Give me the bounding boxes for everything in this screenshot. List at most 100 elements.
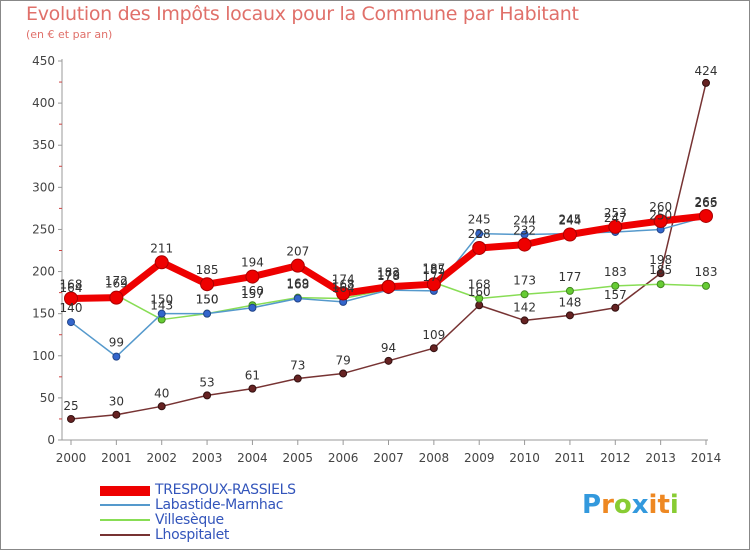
- y-tick-label: 350: [32, 138, 55, 152]
- data-label-lhospitalet: 40: [154, 386, 169, 400]
- data-label-lhospitalet: 148: [558, 295, 581, 309]
- data-label-lhospitalet: 79: [336, 353, 351, 367]
- data-point-trespoux: [245, 269, 260, 284]
- data-label-villeseque: 173: [513, 273, 536, 287]
- data-label-lhospitalet: 160: [468, 285, 491, 299]
- data-label-labastide: 245: [558, 213, 581, 227]
- data-point-trespoux: [608, 219, 623, 234]
- x-tick-label: 2012: [600, 451, 631, 465]
- data-label-villeseque: 143: [150, 299, 173, 313]
- chart-title: Evolution des Impôts locaux pour la Comm…: [26, 3, 579, 25]
- y-tick-label: 0: [47, 433, 55, 447]
- data-point-lhospitalet: [248, 384, 257, 393]
- data-point-trespoux: [109, 290, 124, 305]
- data-label-lhospitalet: 198: [649, 253, 672, 267]
- data-label-labastide: 247: [604, 211, 627, 225]
- line-chart: 0 50 100 150 200 250 300 350 400 450 2000 2001 2002 2…: [32, 54, 722, 465]
- x-tick-label: 2006: [328, 451, 359, 465]
- data-point-trespoux: [290, 258, 305, 273]
- data-label-villeseque: 150: [196, 293, 219, 307]
- x-tick-label: 2004: [237, 451, 268, 465]
- data-point-trespoux: [517, 237, 532, 252]
- data-label-labastide: 265: [695, 196, 718, 210]
- data-label-labastide: 150: [196, 293, 219, 307]
- data-point-trespoux: [336, 286, 351, 301]
- data-label-labastide: 99: [109, 336, 124, 350]
- x-tick-label: 2003: [192, 451, 223, 465]
- data-point-labastide: [475, 229, 484, 238]
- data-point-villeseque: [520, 290, 529, 299]
- data-label-villeseque: 172: [105, 274, 128, 288]
- logo-letter: o: [613, 490, 632, 520]
- data-point-villeseque: [702, 281, 710, 290]
- legend-swatch-labastide: [100, 504, 150, 506]
- y-tick-label: 100: [32, 349, 55, 363]
- logo-letter: x: [631, 490, 649, 520]
- data-label-villeseque: 185: [649, 263, 672, 277]
- y-tick-label: 250: [32, 222, 55, 236]
- data-label-trespoux: 253: [604, 206, 627, 220]
- data-label-labastide: 250: [649, 208, 672, 222]
- x-tick-label: 2009: [464, 451, 495, 465]
- data-label-labastide: 245: [468, 213, 491, 227]
- x-tick-label: 2010: [509, 451, 540, 465]
- data-point-villeseque: [656, 280, 665, 289]
- data-label-lhospitalet: 25: [63, 399, 78, 413]
- data-label-trespoux: 260: [649, 200, 672, 214]
- data-label-lhospitalet: 73: [290, 359, 305, 373]
- data-point-labastide: [67, 318, 75, 327]
- x-tick-label: 2008: [419, 451, 450, 465]
- legend-label-villeseque: Villesèque: [155, 512, 224, 528]
- data-point-villeseque: [611, 281, 620, 290]
- legend-swatch-villeseque: [100, 519, 150, 521]
- x-tick-label: 2001: [101, 451, 132, 465]
- data-point-villeseque: [565, 286, 574, 295]
- legend-swatch-lhospitalet: [100, 534, 150, 536]
- y-tick-label: 300: [32, 180, 55, 194]
- data-label-villeseque: 183: [695, 265, 718, 279]
- data-label-trespoux: 174: [332, 272, 355, 286]
- data-label-lhospitalet: 61: [245, 369, 260, 383]
- logo-letter: i: [648, 490, 658, 520]
- data-label-villeseque: 177: [558, 270, 581, 284]
- data-label-villeseque: 164: [60, 281, 83, 295]
- data-point-labastide: [248, 303, 257, 312]
- data-point-trespoux: [699, 208, 713, 223]
- data-label-labastide: 150: [150, 293, 173, 307]
- series-layer: [64, 78, 713, 423]
- y-tick-label: 50: [40, 391, 55, 405]
- data-label-labastide: 157: [241, 287, 264, 301]
- data-label-villeseque: 169: [286, 277, 309, 291]
- data-point-trespoux: [472, 240, 487, 255]
- data-point-villeseque: [475, 294, 484, 303]
- data-point-labastide: [157, 309, 166, 318]
- data-point-lhospitalet: [656, 269, 665, 278]
- data-point-trespoux: [426, 277, 441, 292]
- data-label-trespoux: 232: [513, 224, 536, 238]
- data-point-lhospitalet: [520, 316, 529, 325]
- data-label-lhospitalet: 157: [604, 288, 627, 302]
- data-point-lhospitalet: [67, 414, 75, 423]
- data-point-trespoux: [562, 227, 577, 242]
- data-label-lhospitalet: 424: [695, 64, 718, 78]
- x-tick-label: 2014: [691, 451, 722, 465]
- legend-label-lhospitalet: Lhospitalet: [155, 527, 230, 543]
- data-label-trespoux: 169: [105, 277, 128, 291]
- data-label-labastide: 168: [286, 278, 309, 292]
- data-point-lhospitalet: [203, 391, 212, 400]
- data-point-lhospitalet: [475, 301, 484, 310]
- data-point-labastide: [293, 294, 302, 303]
- data-point-labastide: [203, 309, 212, 318]
- y-tick-label: 150: [32, 307, 55, 321]
- data-label-trespoux: 211: [150, 241, 173, 255]
- data-label-lhospitalet: 109: [422, 328, 445, 342]
- data-point-trespoux: [200, 277, 215, 292]
- legend-swatch-trespoux: [100, 486, 150, 496]
- data-point-lhospitalet: [611, 303, 620, 312]
- y-tick-label: 450: [32, 54, 55, 68]
- data-label-lhospitalet: 53: [199, 375, 214, 389]
- data-point-lhospitalet: [293, 374, 302, 383]
- data-label-labastide: 177: [422, 270, 445, 284]
- data-point-trespoux: [154, 255, 169, 270]
- logo-letter: P: [582, 490, 602, 520]
